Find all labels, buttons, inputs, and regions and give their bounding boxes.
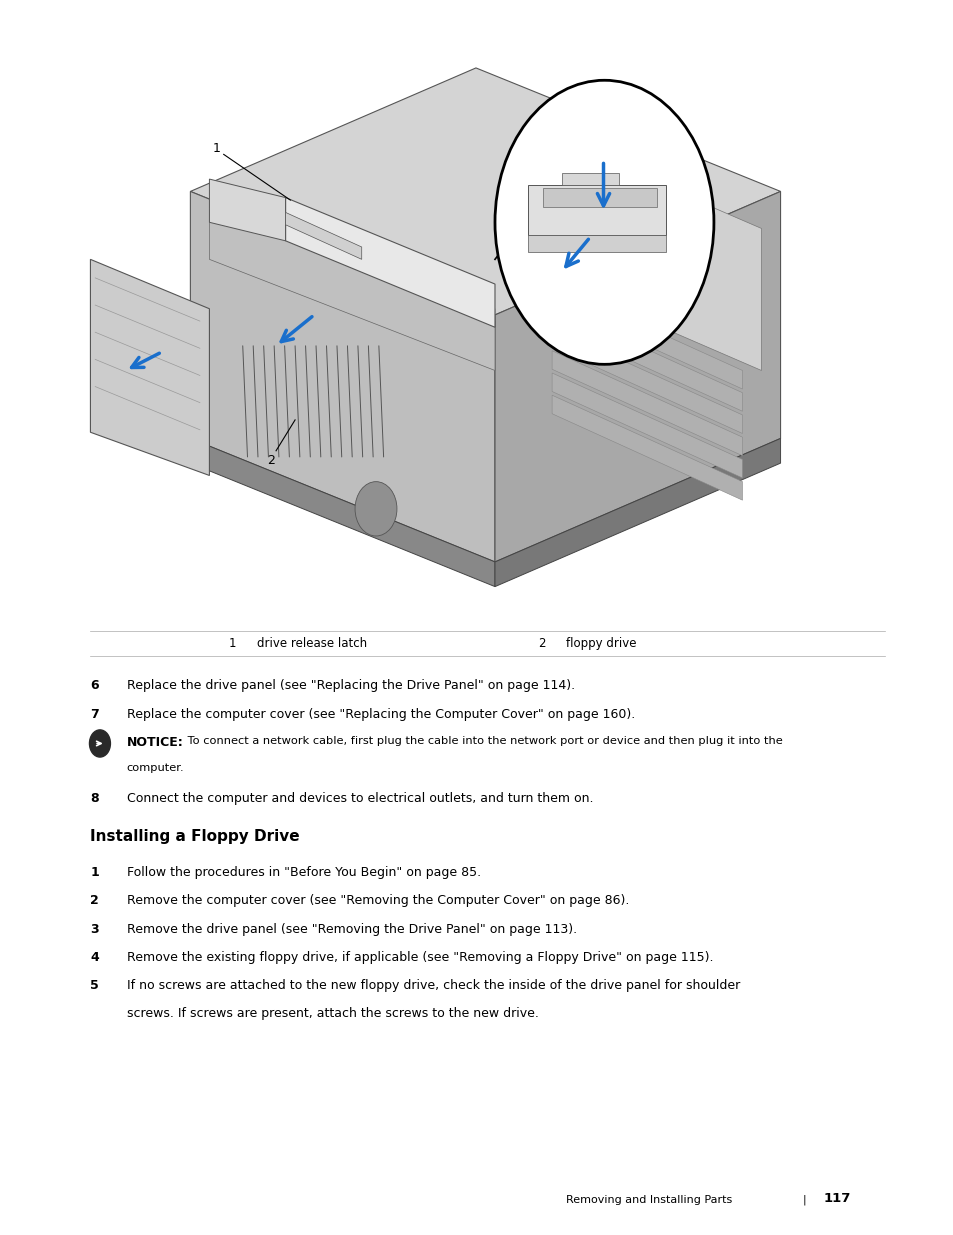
Text: Connect the computer and devices to electrical outlets, and turn them on.: Connect the computer and devices to elec… bbox=[127, 792, 593, 805]
Text: computer.: computer. bbox=[127, 763, 184, 773]
Polygon shape bbox=[528, 235, 665, 252]
Polygon shape bbox=[533, 130, 760, 370]
Text: Remove the drive panel (see "Removing the Drive Panel" on page 113).: Remove the drive panel (see "Removing th… bbox=[127, 923, 577, 936]
Text: To connect a network cable, first plug the cable into the network port or device: To connect a network cable, first plug t… bbox=[184, 736, 781, 746]
Text: 5: 5 bbox=[91, 979, 99, 993]
Text: Replace the drive panel (see "Replacing the Drive Panel" on page 114).: Replace the drive panel (see "Replacing … bbox=[127, 679, 574, 693]
Polygon shape bbox=[91, 259, 210, 475]
Polygon shape bbox=[552, 284, 741, 389]
Polygon shape bbox=[552, 306, 741, 411]
Polygon shape bbox=[495, 438, 780, 587]
Polygon shape bbox=[191, 191, 495, 562]
Text: Remove the existing floppy drive, if applicable (see "Removing a Floppy Drive" o: Remove the existing floppy drive, if app… bbox=[127, 951, 712, 965]
Text: 1: 1 bbox=[213, 142, 221, 154]
Text: |: | bbox=[801, 1194, 805, 1205]
Polygon shape bbox=[210, 198, 495, 319]
Circle shape bbox=[90, 730, 111, 757]
Text: If no screws are attached to the new floppy drive, check the inside of the drive: If no screws are attached to the new flo… bbox=[127, 979, 740, 993]
Text: 8: 8 bbox=[91, 792, 99, 805]
Circle shape bbox=[355, 482, 396, 536]
Polygon shape bbox=[210, 179, 285, 241]
Polygon shape bbox=[210, 210, 495, 370]
Text: 2: 2 bbox=[91, 894, 99, 908]
Text: 1: 1 bbox=[91, 866, 99, 879]
Polygon shape bbox=[542, 188, 656, 207]
Polygon shape bbox=[552, 329, 741, 433]
Polygon shape bbox=[552, 351, 741, 456]
Polygon shape bbox=[191, 438, 495, 587]
Text: Replace the computer cover (see "Replacing the Computer Cover" on page 160).: Replace the computer cover (see "Replaci… bbox=[127, 708, 634, 721]
Circle shape bbox=[495, 80, 713, 364]
Polygon shape bbox=[285, 198, 495, 327]
Text: 117: 117 bbox=[822, 1192, 850, 1205]
Text: screws. If screws are present, attach the screws to the new drive.: screws. If screws are present, attach th… bbox=[127, 1007, 537, 1020]
Text: 4: 4 bbox=[91, 951, 99, 965]
Text: NOTICE:: NOTICE: bbox=[127, 736, 183, 750]
Polygon shape bbox=[552, 373, 741, 478]
Text: 6: 6 bbox=[91, 679, 99, 693]
Text: 2: 2 bbox=[537, 637, 545, 650]
Polygon shape bbox=[191, 68, 780, 315]
Text: Follow the procedures in "Before You Begin" on page 85.: Follow the procedures in "Before You Beg… bbox=[127, 866, 480, 879]
Polygon shape bbox=[561, 173, 618, 185]
Text: floppy drive: floppy drive bbox=[566, 637, 637, 650]
Polygon shape bbox=[552, 395, 741, 500]
Text: 7: 7 bbox=[91, 708, 99, 721]
Text: Removing and Installing Parts: Removing and Installing Parts bbox=[566, 1195, 732, 1205]
Polygon shape bbox=[285, 212, 361, 259]
Text: 3: 3 bbox=[91, 923, 99, 936]
Text: 1: 1 bbox=[228, 637, 235, 650]
Text: Remove the computer cover (see "Removing the Computer Cover" on page 86).: Remove the computer cover (see "Removing… bbox=[127, 894, 628, 908]
Polygon shape bbox=[495, 191, 780, 562]
Text: drive release latch: drive release latch bbox=[256, 637, 367, 650]
Text: 2: 2 bbox=[267, 454, 275, 467]
Polygon shape bbox=[528, 185, 665, 235]
Text: Installing a Floppy Drive: Installing a Floppy Drive bbox=[91, 829, 300, 844]
